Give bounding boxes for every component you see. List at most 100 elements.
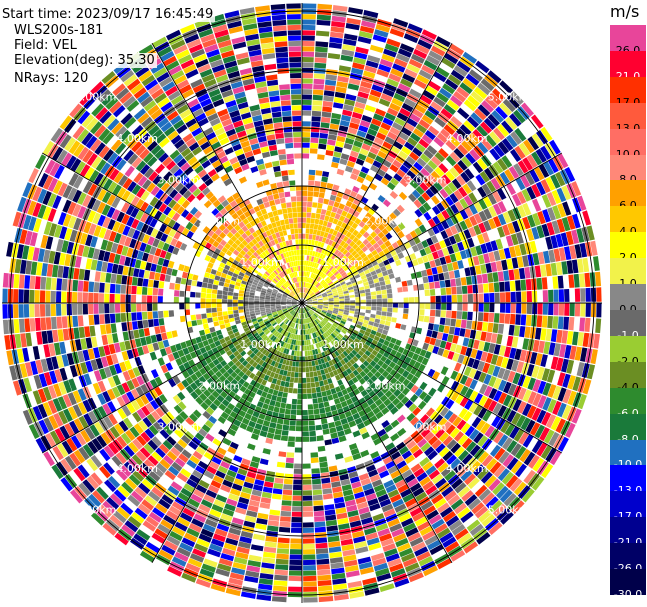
range-gate: [302, 308, 304, 314]
range-gate: [333, 398, 341, 405]
range-gate: [446, 99, 460, 111]
range-gate: [459, 396, 469, 408]
range-gate: [415, 185, 425, 195]
range-gate: [306, 306, 311, 310]
range-gate: [395, 401, 404, 410]
range-gate: [283, 348, 288, 354]
range-gate: [345, 348, 351, 355]
range-gate: [84, 326, 91, 338]
range-gate: [80, 429, 91, 443]
range-gate: [306, 298, 312, 301]
range-gate: [297, 394, 302, 399]
range-gate: [287, 297, 292, 300]
range-gate: [137, 503, 151, 515]
range-gate: [171, 501, 185, 512]
range-gate: [423, 211, 432, 221]
range-gate: [460, 346, 468, 356]
range-gate: [302, 287, 304, 293]
range-gate: [390, 349, 398, 356]
range-gate: [77, 110, 91, 125]
range-gate: [430, 170, 441, 181]
range-gate: [324, 332, 329, 338]
range-gate: [537, 395, 547, 409]
range-gate: [519, 448, 531, 463]
range-gate: [295, 323, 298, 329]
range-gate: [378, 63, 392, 73]
range-gate: [145, 392, 154, 402]
range-gate: [332, 369, 339, 376]
range-gate: [43, 221, 52, 236]
range-gate: [416, 327, 423, 335]
range-gate: [405, 497, 417, 508]
range-gate: [366, 363, 374, 371]
range-gate: [562, 389, 572, 404]
range-gate: [382, 199, 391, 208]
range-gate: [320, 242, 325, 248]
range-gate: [387, 518, 400, 528]
range-gate: [212, 358, 220, 366]
range-gate: [419, 381, 428, 391]
range-gate: [422, 530, 436, 541]
range-gate: [294, 345, 298, 351]
range-gate: [248, 554, 262, 562]
range-gate: [415, 44, 430, 55]
range-gate: [443, 104, 456, 115]
range-gate: [401, 450, 412, 460]
range-gate: [216, 394, 225, 403]
range-gate: [409, 113, 421, 123]
range-gate: [502, 224, 511, 236]
range-gate: [271, 596, 287, 603]
range-gate: [322, 488, 333, 495]
range-gate: [268, 514, 280, 521]
range-gate: [226, 260, 233, 267]
range-gate: [169, 282, 175, 290]
range-gate: [346, 504, 358, 512]
range-gate: [476, 532, 491, 545]
range-gate: [98, 368, 107, 380]
range-gate: [311, 273, 315, 279]
range-gate: [505, 116, 518, 131]
range-gate: [539, 427, 550, 442]
range-gate: [282, 392, 288, 398]
range-gate: [331, 287, 337, 292]
range-gate: [53, 413, 64, 427]
range-gate: [398, 191, 408, 201]
range-gate: [232, 299, 238, 303]
range-gate: [317, 569, 331, 576]
range-gate: [35, 317, 41, 331]
range-gate: [327, 264, 332, 270]
range-gate: [136, 250, 144, 260]
range-gate: [155, 264, 163, 273]
range-gate: [440, 128, 452, 140]
range-gate: [495, 238, 504, 250]
range-gate: [139, 242, 147, 252]
range-gate: [147, 156, 158, 167]
range-gate: [557, 203, 567, 218]
range-gate: [97, 188, 107, 201]
range-gate: [259, 458, 269, 466]
range-gate: [148, 319, 154, 328]
range-gate: [455, 394, 464, 405]
range-gate: [462, 183, 472, 195]
range-gate: [236, 546, 250, 555]
range-gate: [244, 253, 251, 260]
range-gate: [420, 428, 431, 438]
range-gate: [370, 270, 377, 276]
range-gate: [315, 337, 320, 343]
range-gate: [419, 309, 425, 316]
range-gate: [467, 357, 475, 368]
range-gate: [323, 305, 329, 307]
range-gate: [362, 483, 373, 491]
range-gate: [109, 365, 117, 376]
range-gate: [297, 345, 300, 351]
range-gate: [344, 410, 352, 418]
range-gate: [136, 286, 143, 295]
range-gate: [44, 159, 56, 175]
range-gate: [431, 267, 438, 275]
range-gate: [250, 337, 257, 344]
range-gate: [485, 458, 498, 471]
range-gate: [377, 195, 386, 203]
range-gate: [20, 259, 27, 274]
range-gate: [311, 212, 316, 219]
range-gate: [571, 259, 579, 274]
